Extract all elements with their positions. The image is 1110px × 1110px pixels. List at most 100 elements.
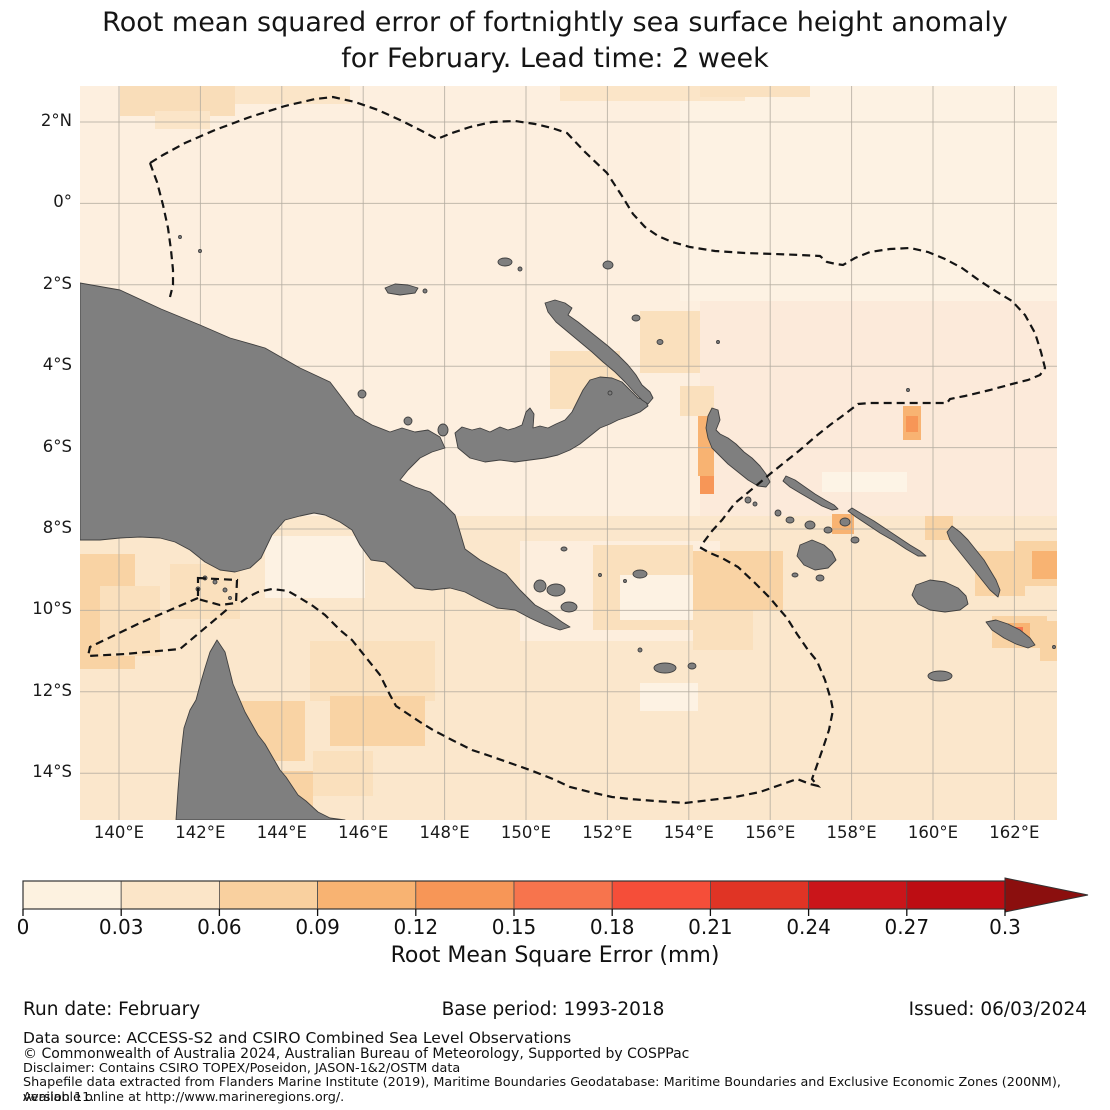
x-tick-label: 160°E [907,823,959,842]
eez-boundary-west [148,162,175,298]
shapefile-credit-text: Shapefile data extracted from Flanders M… [23,1075,1061,1105]
colorbar-segment [710,880,810,910]
colorbar-tick-label: 0.3 [989,915,1021,939]
land-islet [791,572,799,578]
land-kolombangara [804,520,816,530]
land-islet [785,516,795,524]
chart-title-line1: Root mean squared error of fortnightly s… [102,7,1008,38]
colorbar-segment [808,880,908,910]
colorbar-tick-label: 0.06 [197,915,242,939]
land-islet [1052,645,1056,649]
land-new-ireland [544,299,654,405]
land-manus [384,283,419,296]
land-torres-islet [222,587,228,593]
x-tick-label: 154°E [663,823,714,842]
data-source-text: Data source: ACCESS-S2 and CSIRO Combine… [23,1029,572,1047]
land-tanga [631,314,641,322]
eez-torres-box [196,576,239,607]
y-tick-label: 10°S [32,599,72,619]
colorbar-segment [611,880,711,910]
land-islet [607,390,613,396]
map-svg [79,86,1057,821]
land-islet [422,288,428,294]
disclaimer-text: Disclaimer: Contains CSIRO TOPEX/Poseido… [23,1061,461,1076]
land-islet [815,574,825,582]
eez-boundary-main [149,95,1047,805]
x-tick-label: 142°E [175,823,226,842]
y-tick-label: 4°S [42,355,72,375]
colorbar-tick-label: 0.18 [589,915,635,939]
issued-date-text: Issued: 06/03/2024 [908,999,1087,1020]
copyright-text: © Commonwealth of Australia 2024, Austra… [23,1046,690,1062]
land-new-britain [454,376,649,463]
land-trobriand [560,546,568,552]
land-islet [623,579,627,583]
land-new-georgia [796,539,837,571]
land-new-hanover [497,257,513,267]
map-canvas [79,86,1057,821]
run-date-text: Run date: February [23,999,201,1020]
land-choiseul [782,475,839,511]
colorbar-segment [22,880,122,910]
base-period-text: Base period: 1993-2018 [441,999,665,1020]
land-normanby [560,601,578,613]
colorbar-segment [513,880,613,910]
x-tick-label: 156°E [745,823,796,842]
y-tick-label: 12°S [32,680,72,700]
land-rossel [687,662,697,670]
land-islet [752,501,758,507]
colorbar-label: Root Mean Square Error (mm) [390,943,720,968]
land-torres-islet [212,579,218,585]
land-goodenough [533,579,547,593]
land-islet [637,647,643,653]
land-islet [823,526,833,534]
colorbar-tick-label: 0.03 [98,915,144,939]
land-islet [716,340,720,344]
land-shortland [744,496,752,504]
land-islet [839,517,851,527]
land-islet [198,249,202,253]
colorbar-segment [317,880,417,910]
y-tick-label: 8°S [42,518,72,537]
x-tick-label: 148°E [419,823,470,842]
eez-boundary-layer [86,95,1047,805]
colorbar-tick-label: 0.15 [491,915,537,939]
land-rennell [927,670,953,682]
land-islet [598,573,602,577]
land-santa-isabel [847,507,927,557]
colorbar-tick-label: 0.27 [884,915,930,939]
x-tick-label: 144°E [256,823,307,842]
x-tick-label: 140°E [93,823,145,842]
land-new-guinea [79,282,571,631]
land-torres-islet [228,596,232,600]
land-vella-lavella [774,509,782,517]
land-layer [79,235,1056,821]
colorbar-segment [906,880,1006,910]
x-tick-label: 158°E [826,823,877,842]
y-tick-label: 6°S [42,436,72,456]
colorbar-tick-label: 0.09 [295,915,340,939]
land-fergusson [546,583,566,597]
land-islet [178,235,182,239]
land-woodlark [632,569,648,579]
y-tick-label: 2°N [40,111,72,130]
land-karkar [357,389,367,399]
chart-title-line2: for February. Lead time: 2 week [341,43,769,74]
y-tick-label: 2°S [42,273,72,293]
land-islet [517,266,523,272]
colorbar-tick-label: 0 [16,915,30,939]
land-guadalcanal [911,579,969,613]
colorbar-tick-label: 0.12 [393,915,439,939]
x-tick-label: 150°E [500,823,552,842]
x-tick-label: 152°E [582,823,633,842]
colorbar-segment [218,880,318,910]
y-tick-label: 0° [53,192,72,212]
colorbar-tick-label: 0.24 [786,915,831,939]
colorbar-segment [120,880,220,910]
x-tick-label: 146°E [338,823,389,842]
land-lihir [602,260,614,270]
land-long-island [403,416,413,426]
land-islet [906,388,910,392]
x-tick-label: 162°E [989,823,1040,842]
